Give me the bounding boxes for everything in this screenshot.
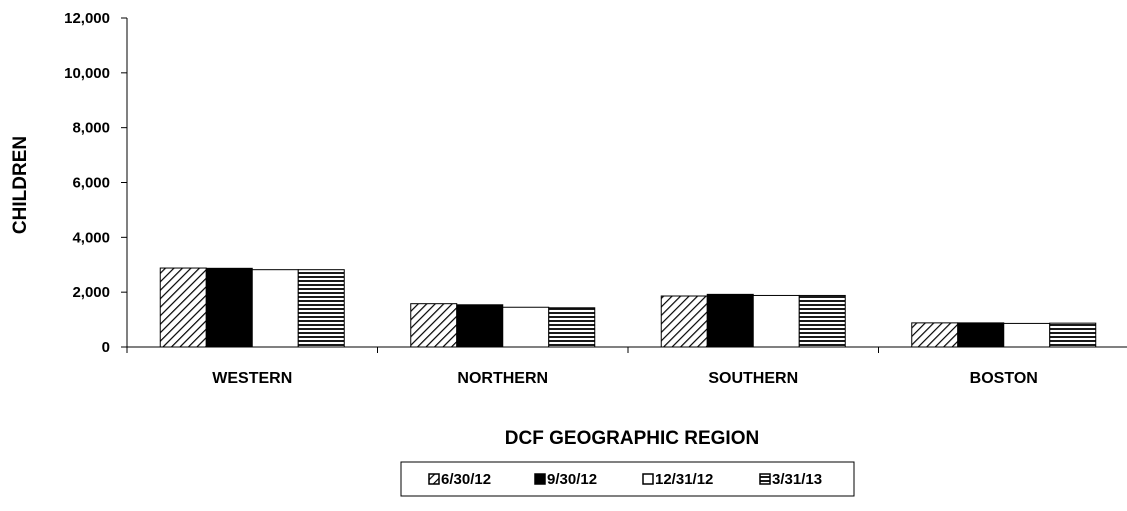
y-tick-label: 6,000 <box>72 175 110 192</box>
bar <box>159 267 207 348</box>
bar <box>752 294 800 348</box>
category-label: WESTERN <box>212 370 292 387</box>
plot-area: 0 2,000 4,000 6,000 8,000 10,000 12,000 WESTER… <box>64 10 1127 387</box>
bar <box>205 267 253 348</box>
bar <box>660 295 708 348</box>
bar <box>456 304 504 348</box>
bar <box>1003 322 1051 348</box>
bar <box>911 322 959 348</box>
y-axis-title: CHILDREN <box>10 136 31 234</box>
bar <box>502 306 550 348</box>
legend-label: 3/31/13 <box>772 471 822 488</box>
bar <box>957 322 1005 348</box>
bar <box>1049 322 1097 348</box>
y-tick-label: 0 <box>102 339 110 356</box>
legend: 6/30/12 9/30/12 12/31/12 3/31/13 <box>400 461 855 497</box>
bar <box>410 303 458 348</box>
legend-swatch <box>428 473 440 485</box>
legend-label: 12/31/12 <box>655 471 713 488</box>
y-tick-label: 2,000 <box>72 284 110 301</box>
legend-swatch <box>759 473 771 485</box>
category-label: BOSTON <box>970 370 1038 387</box>
bar <box>251 269 299 348</box>
bar <box>706 293 754 348</box>
category-label: SOUTHERN <box>708 370 798 387</box>
bar <box>548 307 596 348</box>
y-tick-label: 12,000 <box>64 10 110 27</box>
y-tick-label: 10,000 <box>64 65 110 82</box>
legend-box <box>400 461 855 497</box>
legend-swatch <box>534 473 546 485</box>
bar <box>297 269 345 348</box>
legend-label: 6/30/12 <box>441 471 491 488</box>
y-tick-label: 4,000 <box>72 229 110 246</box>
legend-swatch <box>642 473 654 485</box>
y-tick-label: 8,000 <box>72 120 110 137</box>
legend-label: 9/30/12 <box>547 471 597 488</box>
category-label: NORTHERN <box>457 370 548 387</box>
bar <box>798 294 846 348</box>
x-axis-title: DCF GEOGRAPHIC REGION <box>505 428 759 449</box>
